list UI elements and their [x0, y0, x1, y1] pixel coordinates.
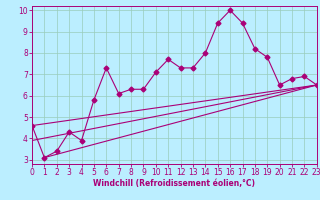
X-axis label: Windchill (Refroidissement éolien,°C): Windchill (Refroidissement éolien,°C)	[93, 179, 255, 188]
